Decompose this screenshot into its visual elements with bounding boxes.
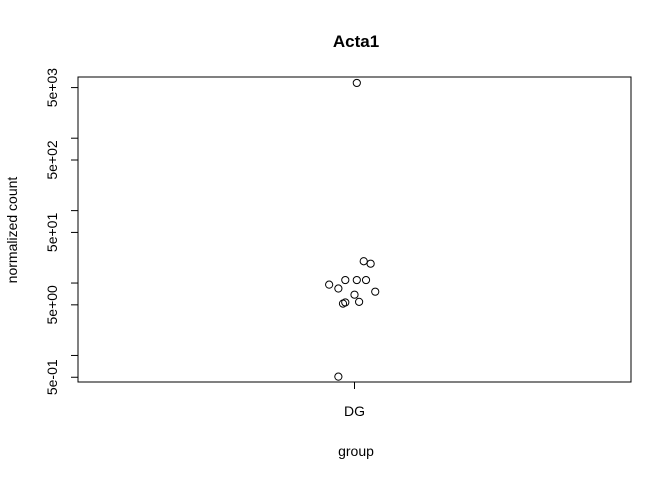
data-point xyxy=(350,290,359,299)
data-point xyxy=(334,284,343,293)
plot-frame xyxy=(77,76,632,383)
data-point xyxy=(352,78,361,88)
y-tick-label: 5e+00 xyxy=(44,285,60,325)
y-tick-label: 5e-01 xyxy=(44,359,60,395)
data-point xyxy=(366,259,375,268)
data-points xyxy=(325,78,380,381)
data-point xyxy=(355,297,364,306)
data-point xyxy=(352,275,361,285)
data-point xyxy=(338,299,348,308)
data-point xyxy=(371,287,380,296)
chart-title: Acta1 xyxy=(333,32,379,51)
x-tick-label: DG xyxy=(344,403,365,419)
data-point xyxy=(361,275,371,285)
y-tick-label: 5e+03 xyxy=(44,68,60,108)
x-axis-label: group xyxy=(338,443,374,459)
data-point xyxy=(341,275,350,285)
y-axis-label: normalized count xyxy=(4,177,20,284)
y-axis: 5e-01 5e+00 5e+01 5e+02 5e+03 xyxy=(44,68,79,395)
x-axis: DG xyxy=(344,382,365,419)
data-point xyxy=(325,280,334,289)
y-tick-label: 5e+01 xyxy=(44,213,60,253)
data-point xyxy=(359,257,368,266)
data-point xyxy=(334,372,343,381)
y-tick-label: 5e+02 xyxy=(44,140,60,180)
